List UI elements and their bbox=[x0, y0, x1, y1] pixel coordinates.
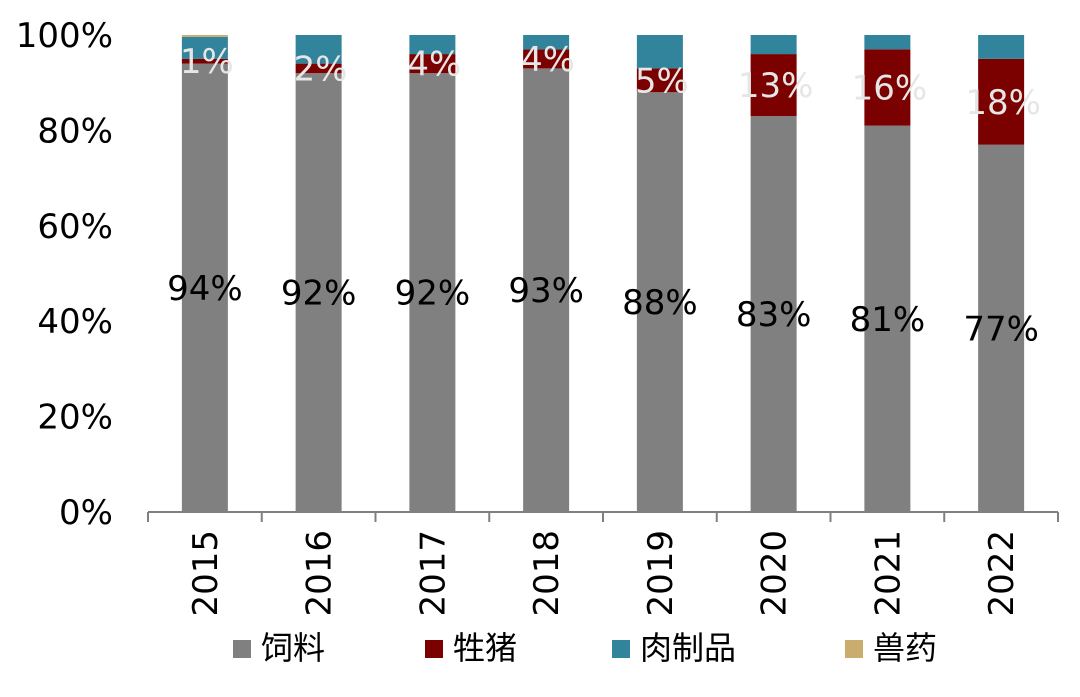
bar-segment-2017-2 bbox=[409, 35, 456, 55]
bar-segment-2019-0 bbox=[636, 92, 683, 513]
data-label-hog-2015: 1% bbox=[180, 42, 234, 82]
bar-segment-2019-2 bbox=[636, 35, 683, 69]
y-tick-label-40pct: 40% bbox=[37, 302, 113, 342]
bar-segment-2022-2 bbox=[978, 35, 1025, 59]
legend-swatch-3 bbox=[845, 640, 863, 658]
axes-layer: 2015 2016 2017 2018 2019 2020 2021 2022 0% 20% 40%… bbox=[16, 16, 1059, 617]
legend-swatch-1 bbox=[425, 640, 443, 658]
x-tick-label-2016: 2016 bbox=[300, 530, 340, 617]
bar-segment-2021-0 bbox=[864, 125, 911, 512]
legend-swatch-2 bbox=[612, 640, 630, 658]
bar-segment-2018-2 bbox=[523, 35, 570, 50]
bar-segment-2016-1 bbox=[295, 63, 342, 74]
bars-layer bbox=[181, 35, 1025, 513]
y-tick-label-100pct: 100% bbox=[16, 16, 113, 56]
bar-segment-2020-0 bbox=[750, 116, 797, 512]
bar-segment-2018-1 bbox=[523, 49, 570, 69]
data-label-hog-2021: 16% bbox=[852, 68, 928, 108]
data-label-feed-2020: 83% bbox=[736, 295, 812, 335]
bar-segment-2015-2 bbox=[181, 36, 228, 59]
legend-label-2: 肉制品 bbox=[640, 629, 736, 667]
data-label-feed-2015: 94% bbox=[167, 269, 243, 309]
x-tick-label-2019: 2019 bbox=[641, 530, 681, 617]
y-tick-label-80pct: 80% bbox=[37, 111, 113, 151]
data-label-feed-2021: 81% bbox=[850, 300, 926, 340]
bar-segment-2019-1 bbox=[636, 68, 683, 93]
legend-label-3: 兽药 bbox=[873, 629, 937, 667]
bar-segment-2022-0 bbox=[978, 144, 1025, 512]
bar-segment-2020-1 bbox=[750, 54, 797, 117]
data-label-hog-2019: 5% bbox=[635, 61, 689, 101]
data-label-feed-2016: 92% bbox=[281, 274, 357, 314]
data-label-hog-2022: 18% bbox=[965, 83, 1041, 123]
data-label-feed-2017: 92% bbox=[395, 274, 471, 314]
bar-segment-2018-0 bbox=[523, 68, 570, 512]
bar-segment-2015-1 bbox=[181, 58, 228, 64]
bar-segment-2021-2 bbox=[864, 35, 911, 50]
bar-segment-2022-1 bbox=[978, 58, 1025, 145]
legend-label-0: 饲料 bbox=[261, 629, 325, 667]
y-tick-label-60pct: 60% bbox=[37, 207, 113, 247]
x-tick-label-2022: 2022 bbox=[982, 530, 1022, 617]
data-label-hog-2016: 2% bbox=[294, 49, 348, 89]
x-tick-label-2018: 2018 bbox=[527, 530, 567, 617]
x-tick-label-2015: 2015 bbox=[186, 530, 226, 617]
data-labels-layer: 94% 1% 92% 2% 92% 4% 93% 4% 88% 5% 83% 13% 81% 16% 77%… bbox=[167, 40, 1041, 350]
data-label-feed-2018: 93% bbox=[508, 271, 584, 311]
y-tick-label-0pct: 0% bbox=[59, 493, 113, 533]
bar-segment-2015-3 bbox=[181, 35, 228, 37]
x-tick-label-2020: 2020 bbox=[755, 530, 795, 617]
bar-segment-2015-0 bbox=[181, 63, 228, 513]
legend: 饲料 牲猪 肉制品 兽药 bbox=[233, 629, 937, 667]
bar-segment-2021-1 bbox=[864, 49, 911, 126]
bar-segment-2017-1 bbox=[409, 54, 456, 74]
data-label-feed-2022: 77% bbox=[963, 309, 1039, 349]
data-label-hog-2020: 13% bbox=[738, 66, 814, 106]
bar-segment-2016-0 bbox=[295, 73, 342, 512]
data-label-hog-2018: 4% bbox=[521, 40, 575, 80]
bar-segment-2020-2 bbox=[750, 35, 797, 55]
bar-segment-2017-0 bbox=[409, 73, 456, 512]
legend-swatch-0 bbox=[233, 640, 251, 658]
x-tick-label-2017: 2017 bbox=[413, 530, 453, 617]
data-label-feed-2019: 88% bbox=[622, 283, 698, 323]
legend-label-1: 牲猪 bbox=[453, 629, 517, 667]
y-tick-label-20pct: 20% bbox=[37, 398, 113, 438]
bar-segment-2016-2 bbox=[295, 35, 342, 64]
x-tick-label-2021: 2021 bbox=[868, 530, 908, 617]
data-label-hog-2017: 4% bbox=[407, 45, 461, 85]
